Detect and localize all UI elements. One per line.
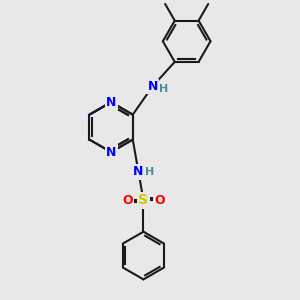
Text: N: N bbox=[106, 96, 116, 109]
Text: H: H bbox=[145, 167, 154, 177]
Text: S: S bbox=[138, 193, 148, 207]
Text: H: H bbox=[159, 84, 168, 94]
Text: N: N bbox=[147, 80, 158, 93]
Text: O: O bbox=[154, 194, 165, 207]
Text: N: N bbox=[133, 165, 144, 178]
Text: N: N bbox=[106, 146, 116, 159]
Text: O: O bbox=[122, 194, 133, 207]
